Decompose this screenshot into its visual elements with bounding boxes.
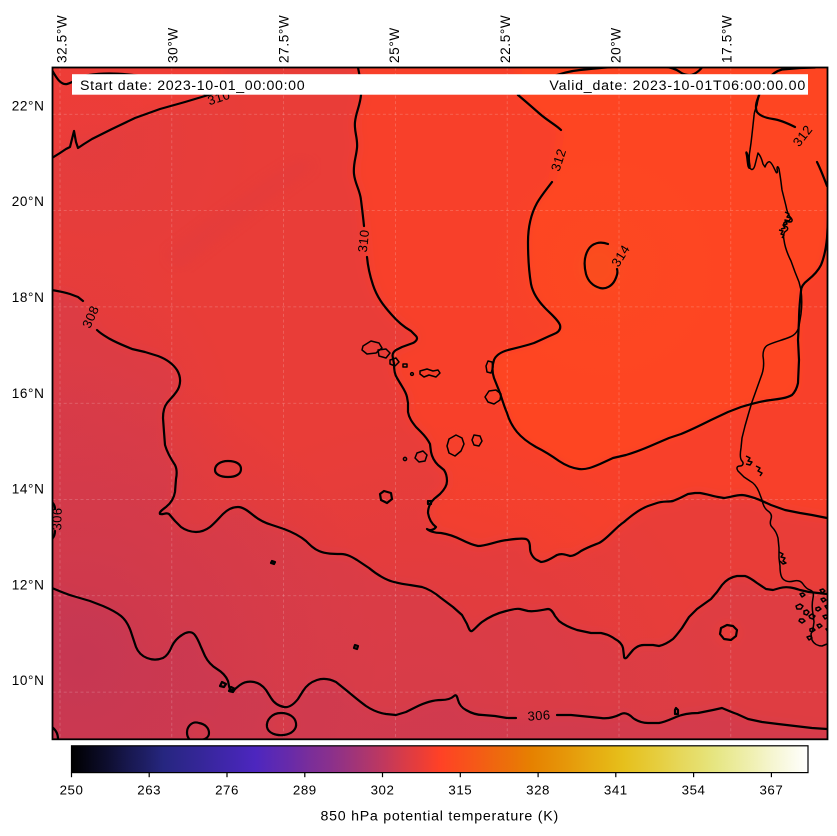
svg-text:263: 263 [137, 783, 161, 798]
svg-text:14°N: 14°N [12, 482, 45, 497]
svg-text:27.5°W: 27.5°W [276, 15, 291, 63]
svg-text:328: 328 [526, 783, 550, 798]
svg-text:367: 367 [759, 783, 783, 798]
svg-text:32.5°W: 32.5°W [55, 15, 70, 63]
svg-text:302: 302 [371, 783, 395, 798]
svg-text:18°N: 18°N [12, 290, 45, 305]
svg-text:25°W: 25°W [387, 27, 402, 63]
svg-text:22.5°W: 22.5°W [498, 15, 513, 63]
svg-text:310: 310 [355, 229, 372, 253]
svg-text:16°N: 16°N [12, 386, 45, 401]
svg-text:250: 250 [60, 783, 84, 798]
svg-text:312: 312 [548, 147, 569, 173]
svg-text:10°N: 10°N [12, 673, 45, 688]
svg-text:306: 306 [49, 507, 64, 530]
svg-text:276: 276 [215, 783, 239, 798]
svg-text:Start date: 2023-10-01_00:00:0: Start date: 2023-10-01_00:00:00 [80, 78, 305, 94]
svg-text:354: 354 [682, 783, 706, 798]
svg-text:306: 306 [527, 707, 551, 724]
svg-text:315: 315 [448, 783, 472, 798]
svg-text:341: 341 [604, 783, 628, 798]
svg-text:Valid_date: 2023-10-01T06:00:0: Valid_date: 2023-10-01T06:00:00.00 [549, 78, 806, 94]
svg-text:289: 289 [293, 783, 317, 798]
svg-text:20°N: 20°N [12, 194, 45, 209]
svg-text:850 hPa potential temperature: 850 hPa potential temperature (K) [320, 808, 558, 824]
svg-text:20°W: 20°W [609, 27, 624, 63]
svg-text:17.5°W: 17.5°W [720, 15, 735, 63]
svg-text:30°W: 30°W [166, 27, 181, 63]
svg-text:22°N: 22°N [12, 98, 45, 113]
svg-text:12°N: 12°N [12, 577, 45, 592]
